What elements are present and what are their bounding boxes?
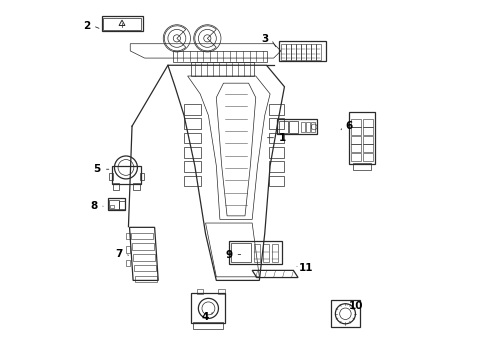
- Bar: [363, 127, 373, 135]
- Bar: [363, 153, 373, 161]
- Bar: [270, 161, 285, 172]
- Text: 5: 5: [94, 164, 101, 174]
- Bar: [229, 241, 282, 264]
- Bar: [351, 136, 361, 144]
- Bar: [184, 104, 201, 115]
- Bar: [231, 243, 251, 262]
- Bar: [196, 289, 203, 294]
- Bar: [270, 104, 285, 115]
- Text: 7: 7: [115, 248, 122, 258]
- Bar: [311, 122, 315, 132]
- Bar: [351, 144, 361, 152]
- Bar: [132, 243, 154, 250]
- Bar: [270, 147, 285, 158]
- Bar: [126, 246, 130, 253]
- Bar: [112, 166, 141, 184]
- Text: 2: 2: [83, 21, 90, 31]
- Bar: [272, 244, 278, 262]
- Text: 9: 9: [225, 249, 232, 260]
- Bar: [286, 44, 291, 59]
- Bar: [184, 118, 201, 129]
- Bar: [291, 44, 295, 59]
- Bar: [191, 293, 225, 323]
- Bar: [363, 136, 373, 144]
- Bar: [113, 183, 120, 190]
- Text: 1: 1: [279, 133, 286, 143]
- Bar: [311, 44, 316, 59]
- Bar: [306, 44, 311, 59]
- Bar: [263, 244, 270, 262]
- Text: 11: 11: [299, 263, 313, 273]
- Bar: [363, 144, 373, 152]
- Text: 3: 3: [261, 35, 269, 44]
- Bar: [133, 183, 140, 190]
- Bar: [301, 44, 306, 59]
- Bar: [131, 233, 153, 239]
- Bar: [218, 289, 224, 294]
- Bar: [109, 201, 120, 209]
- Bar: [351, 153, 361, 161]
- Bar: [108, 198, 125, 211]
- Bar: [331, 300, 360, 327]
- Bar: [173, 51, 267, 62]
- Bar: [184, 147, 201, 158]
- Text: 10: 10: [349, 301, 364, 311]
- Text: 4: 4: [201, 312, 209, 322]
- Bar: [119, 201, 124, 209]
- Bar: [101, 16, 143, 31]
- Bar: [135, 276, 157, 282]
- Bar: [254, 244, 260, 262]
- Bar: [193, 322, 223, 329]
- Bar: [270, 133, 285, 143]
- Bar: [184, 161, 201, 172]
- Bar: [277, 119, 317, 134]
- Text: 6: 6: [345, 121, 353, 131]
- Bar: [270, 118, 285, 129]
- Bar: [306, 122, 310, 132]
- Bar: [184, 176, 201, 186]
- Bar: [126, 260, 130, 266]
- Bar: [289, 121, 298, 133]
- Bar: [191, 62, 254, 76]
- Bar: [300, 122, 304, 132]
- Text: 8: 8: [90, 201, 98, 211]
- Bar: [134, 265, 156, 271]
- Bar: [316, 44, 320, 59]
- Bar: [351, 127, 361, 135]
- Bar: [279, 41, 326, 61]
- Bar: [133, 254, 155, 261]
- Bar: [363, 119, 373, 127]
- Bar: [103, 18, 141, 30]
- Bar: [351, 119, 361, 127]
- Bar: [279, 121, 288, 133]
- Bar: [349, 112, 375, 164]
- Bar: [296, 44, 300, 59]
- Bar: [126, 233, 130, 239]
- Bar: [353, 163, 371, 170]
- Bar: [110, 205, 114, 208]
- Bar: [184, 133, 201, 143]
- Bar: [140, 173, 144, 180]
- Bar: [109, 173, 113, 180]
- Bar: [281, 44, 286, 59]
- Bar: [270, 176, 285, 186]
